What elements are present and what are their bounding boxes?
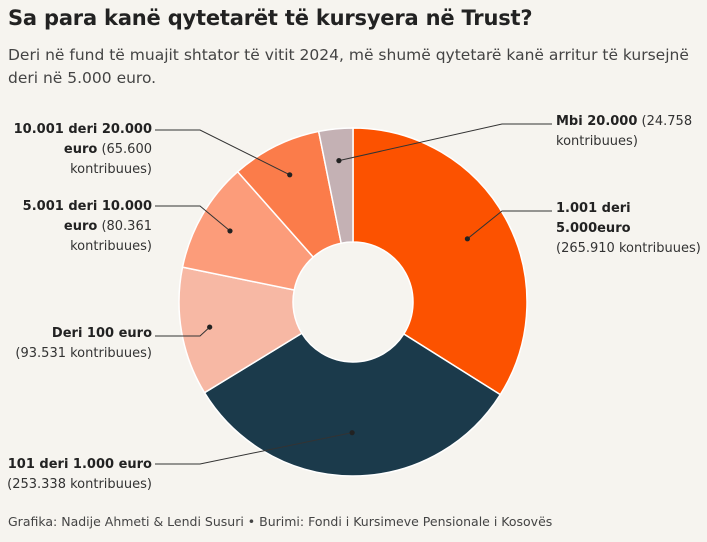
label-10001-20000-name: 10.001 deri 20.000 euro xyxy=(13,122,152,157)
label-101-1000-name: 101 deri 1.000 euro xyxy=(7,457,152,472)
leader-dot xyxy=(349,430,355,436)
chart-subtitle: Deri në fund të muajit shtator të vitit … xyxy=(8,46,689,87)
leader-dot xyxy=(207,324,213,330)
slice-5001-10000 xyxy=(181,170,315,291)
label-5001-10000-value: (80.361 kontribuues) xyxy=(70,219,152,254)
leader-dot xyxy=(227,228,233,234)
label-101-1000: 101 deri 1.000 euro (253.338 kontribuues… xyxy=(4,455,152,495)
label-deri-100-value: (93.531 kontribuues) xyxy=(15,346,152,361)
label-5001-10000: 5.001 deri 10.000 euro (80.361 kontribuu… xyxy=(4,197,152,257)
label-101-1000-value: (253.338 kontribuues) xyxy=(7,477,152,492)
leader-dot xyxy=(287,172,293,178)
label-deri-100: Deri 100 euro (93.531 kontribuues) xyxy=(4,324,152,364)
leader-dot xyxy=(336,158,342,164)
label-10001-20000: 10.001 deri 20.000 euro (65.600 kontribu… xyxy=(4,120,152,180)
label-1001-5000-name: 1.001 deri 5.000euro xyxy=(556,201,631,236)
label-10001-20000-value: (65.600 kontribuues) xyxy=(70,142,152,177)
label-mbi-20000-value: (24.758 kontribuues) xyxy=(556,114,693,149)
leader-line xyxy=(155,326,211,337)
chart-footer: Grafika: Nadije Ahmeti & Lendi Susuri • … xyxy=(8,514,553,529)
leader-line xyxy=(155,432,353,465)
chart-title: Sa para kanë qytetarët të kursyera në Tr… xyxy=(8,6,533,30)
leader-line xyxy=(467,210,552,240)
label-mbi-20000: Mbi 20.000 (24.758 kontribuues) xyxy=(556,112,706,152)
leader-dot xyxy=(464,236,470,242)
label-deri-100-name: Deri 100 euro xyxy=(51,326,152,341)
label-mbi-20000-name: Mbi 20.000 xyxy=(556,114,638,129)
leader-line xyxy=(155,129,290,176)
leader-line xyxy=(155,205,231,232)
slice-mbi-20000 xyxy=(317,127,354,245)
slice-101-1000 xyxy=(203,332,502,477)
slice-1001-5000 xyxy=(352,127,528,396)
label-5001-10000-name: 5.001 deri 10.000 euro xyxy=(22,199,152,234)
slice-deri-100 xyxy=(178,266,303,394)
leader-line xyxy=(338,123,552,162)
label-1001-5000-value: (265.910 kontribuues) xyxy=(556,241,701,256)
label-1001-5000: 1.001 deri 5.000euro (265.910 kontribuue… xyxy=(556,199,706,259)
